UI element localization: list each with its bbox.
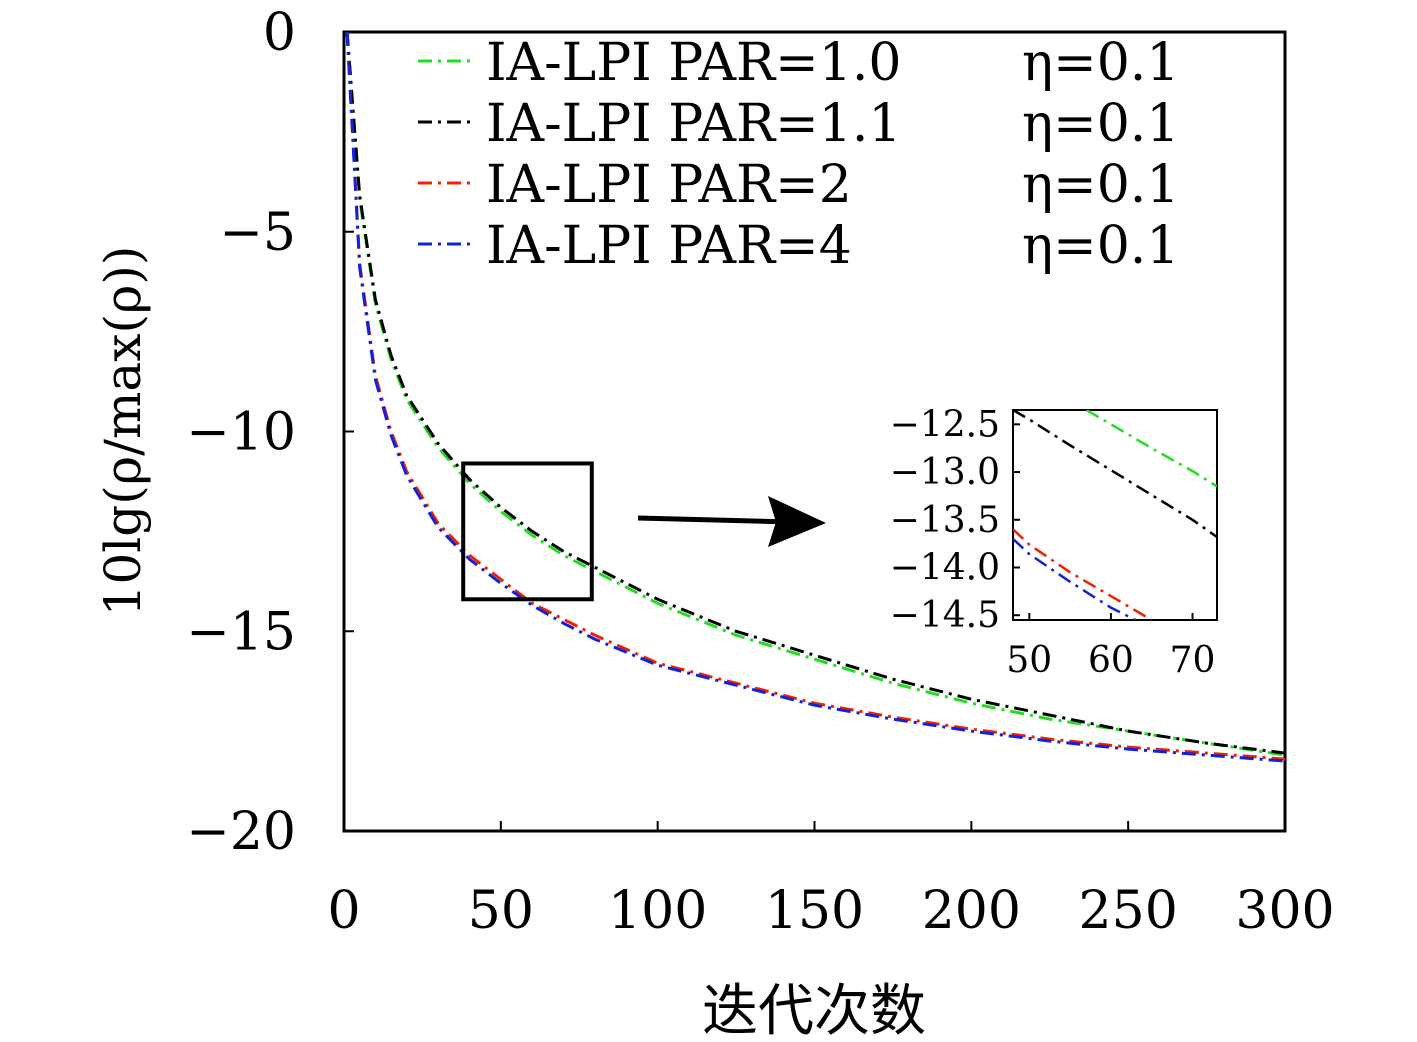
- inset-series-line: [1013, 528, 1153, 620]
- inset-y-tick-label: −14.5: [890, 595, 1000, 636]
- y-tick-label: −20: [186, 802, 296, 862]
- legend-entry-param: η=0.1: [1022, 216, 1179, 276]
- x-tick-label: 0: [327, 881, 360, 941]
- inset-y-tick-label: −13.0: [890, 452, 1000, 493]
- x-tick-label: 200: [922, 881, 1021, 941]
- inset-axis-ticks: 50 60 70 −12.5 −13.0 −13.5 −14.0 −14.5: [890, 404, 1216, 681]
- x-axis-label: 迭代次数: [702, 979, 926, 1042]
- legend-entry-label: IA-LPI PAR=1.1: [486, 94, 901, 154]
- inset-series-line: [1013, 410, 1217, 539]
- series-line: [345, 32, 1285, 755]
- x-tick-label: 150: [765, 881, 864, 941]
- x-tick-label: 250: [1079, 881, 1178, 941]
- series-line: [345, 32, 1285, 757]
- y-tick-label: −10: [186, 403, 296, 463]
- y-tick-label: −15: [186, 602, 296, 662]
- x-tick-label: 300: [1235, 881, 1334, 941]
- y-axis-label: 10lg(ρ/max(ρ)): [94, 246, 152, 617]
- legend-entry-param: η=0.1: [1022, 94, 1179, 154]
- legend-entry-param: η=0.1: [1022, 33, 1179, 93]
- y-tick-label: 0: [263, 3, 296, 63]
- y-tick-label: −5: [219, 203, 296, 263]
- inset-y-tick-label: −13.5: [890, 500, 1000, 541]
- main-series-group: [345, 32, 1285, 763]
- legend-entry-label: IA-LPI PAR=4: [486, 216, 852, 276]
- inset-series-line: [1013, 537, 1136, 620]
- inset-y-tick-label: −12.5: [890, 404, 1000, 445]
- legend-entry-label: IA-LPI PAR=1.0: [486, 33, 901, 93]
- inset-x-tick-label: 50: [1006, 640, 1052, 681]
- inset-frame: [1012, 409, 1218, 621]
- inset-series-group: [1013, 410, 1217, 620]
- x-tick-label: 100: [608, 881, 707, 941]
- zoom-arrow-shaft: [637, 515, 791, 525]
- series-line: [345, 32, 1285, 763]
- legend-entry-param: η=0.1: [1022, 155, 1179, 215]
- inset-x-tick-label: 70: [1170, 640, 1216, 681]
- legend-entry-label: IA-LPI PAR=2: [486, 155, 852, 215]
- x-tick-label: 50: [468, 881, 534, 941]
- inset-y-tick-label: −14.0: [890, 548, 1000, 589]
- zoom-arrow-head: [768, 496, 826, 547]
- zoom-region-box: [461, 461, 594, 602]
- inset-x-tick-label: 60: [1088, 640, 1134, 681]
- legend: IA-LPI PAR=1.0 η=0.1 IA-LPI PAR=1.1 η=0.1 IA…: [418, 33, 1179, 276]
- main-axis-ticks: 0 50 100 150 200 250 300 0 −5 −10 −15 −20: [186, 3, 1334, 941]
